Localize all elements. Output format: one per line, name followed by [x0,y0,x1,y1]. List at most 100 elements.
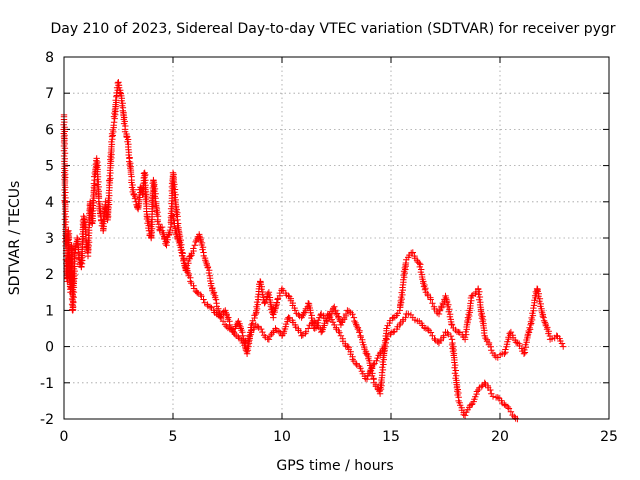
data-point-secondary [447,332,455,340]
data-point-main [429,300,436,307]
data-point-main [448,321,456,329]
data-point-secondary [373,357,380,364]
data-point-main [354,325,362,333]
data-point-main [335,314,342,322]
data-point-main [299,312,306,319]
data-point-secondary [487,386,494,394]
data-point-main [461,334,469,341]
data-point-main [86,200,94,208]
data-point-main [548,335,556,342]
data-point-main [190,245,197,252]
data-point-secondary [254,323,261,330]
data-point-main [254,293,262,301]
data-point-main [468,292,475,300]
data-point-main [68,295,76,303]
data-point-main [356,329,363,336]
data-point-secondary [302,328,310,335]
data-point-secondary [193,289,201,296]
x-tick-label: 10 [273,429,291,445]
data-point-secondary [461,412,469,419]
data-point-secondary [504,403,512,411]
data-marks [60,79,567,423]
data-point-secondary [507,408,515,415]
data-point-main [526,324,533,331]
data-point-main [62,189,69,196]
data-point-main [187,252,194,260]
data-point-main [295,311,302,318]
data-point-main [90,180,98,187]
data-point-main [174,216,181,224]
data-point-main [478,315,486,322]
data-point-main [464,314,472,321]
y-axis-label: SDTVAR / TECUs [7,181,23,296]
y-tick-label: -1 [40,376,54,392]
y-tick-label: 0 [45,340,54,356]
data-point-main [236,322,243,329]
data-point-secondary [298,332,305,339]
data-point-secondary [473,388,481,395]
data-point-main [259,291,266,298]
data-point-main [209,287,216,294]
data-point-secondary [336,329,343,336]
data-point-secondary [187,278,194,285]
data-point-secondary [170,217,177,224]
data-point-secondary [352,360,360,367]
data-point-secondary [218,314,225,322]
data-point-secondary [238,336,245,344]
grid [64,57,609,419]
data-point-secondary [269,329,277,336]
data-point-main [261,300,268,307]
data-point-main [553,332,560,339]
data-point-main [541,319,549,326]
data-point-main [108,138,115,146]
data-point-secondary [390,328,397,336]
data-point-secondary [481,379,488,386]
data-point-main [512,339,520,346]
data-point-secondary [197,291,204,298]
data-point-main [222,309,229,316]
data-point-secondary [434,338,441,345]
data-point-main [191,242,198,249]
data-point-main [427,296,434,303]
data-point-main [435,310,443,318]
data-point-secondary [501,401,508,408]
data-point-secondary [440,332,447,339]
data-point-main [539,313,546,320]
data-point-secondary [383,336,390,343]
data-point-main [61,150,69,157]
y-tick-label: 5 [45,159,54,175]
x-tick-label: 25 [600,429,618,445]
data-point-secondary [374,354,381,362]
data-point-main [61,210,69,218]
data-point-secondary [206,303,214,310]
data-point-secondary [305,325,312,332]
data-point-secondary [219,318,227,325]
data-point-main [438,303,445,310]
data-point-secondary [454,386,461,393]
axis-ticks: 0 5 10 15 20 25 -2 -1 0 1 2 3 4 5 6 7 8 [40,50,618,445]
data-point-main [157,224,164,232]
y-tick-label: 7 [45,86,54,102]
y-tick-label: 3 [45,231,54,247]
data-point-main [272,302,280,309]
data-point-secondary [213,310,220,318]
data-point-main [502,346,509,353]
data-point-secondary [370,361,377,368]
x-tick-label: 15 [382,429,400,445]
data-point-main [379,366,387,374]
data-point-main [162,240,169,247]
data-point-secondary [328,316,335,323]
data-point-secondary [382,339,389,346]
data-point-secondary [265,336,273,343]
chart-title: Day 210 of 2023, Sidereal Day-to-day VTE… [50,21,615,37]
data-point-main [501,350,508,357]
data-point-secondary [216,313,224,320]
data-point-main [353,322,360,330]
data-point-main [342,310,350,318]
data-point-main [317,311,324,319]
data-point-main [166,226,174,234]
data-point-main [401,264,408,272]
data-point-main [243,350,251,357]
data-point-main [268,306,275,313]
